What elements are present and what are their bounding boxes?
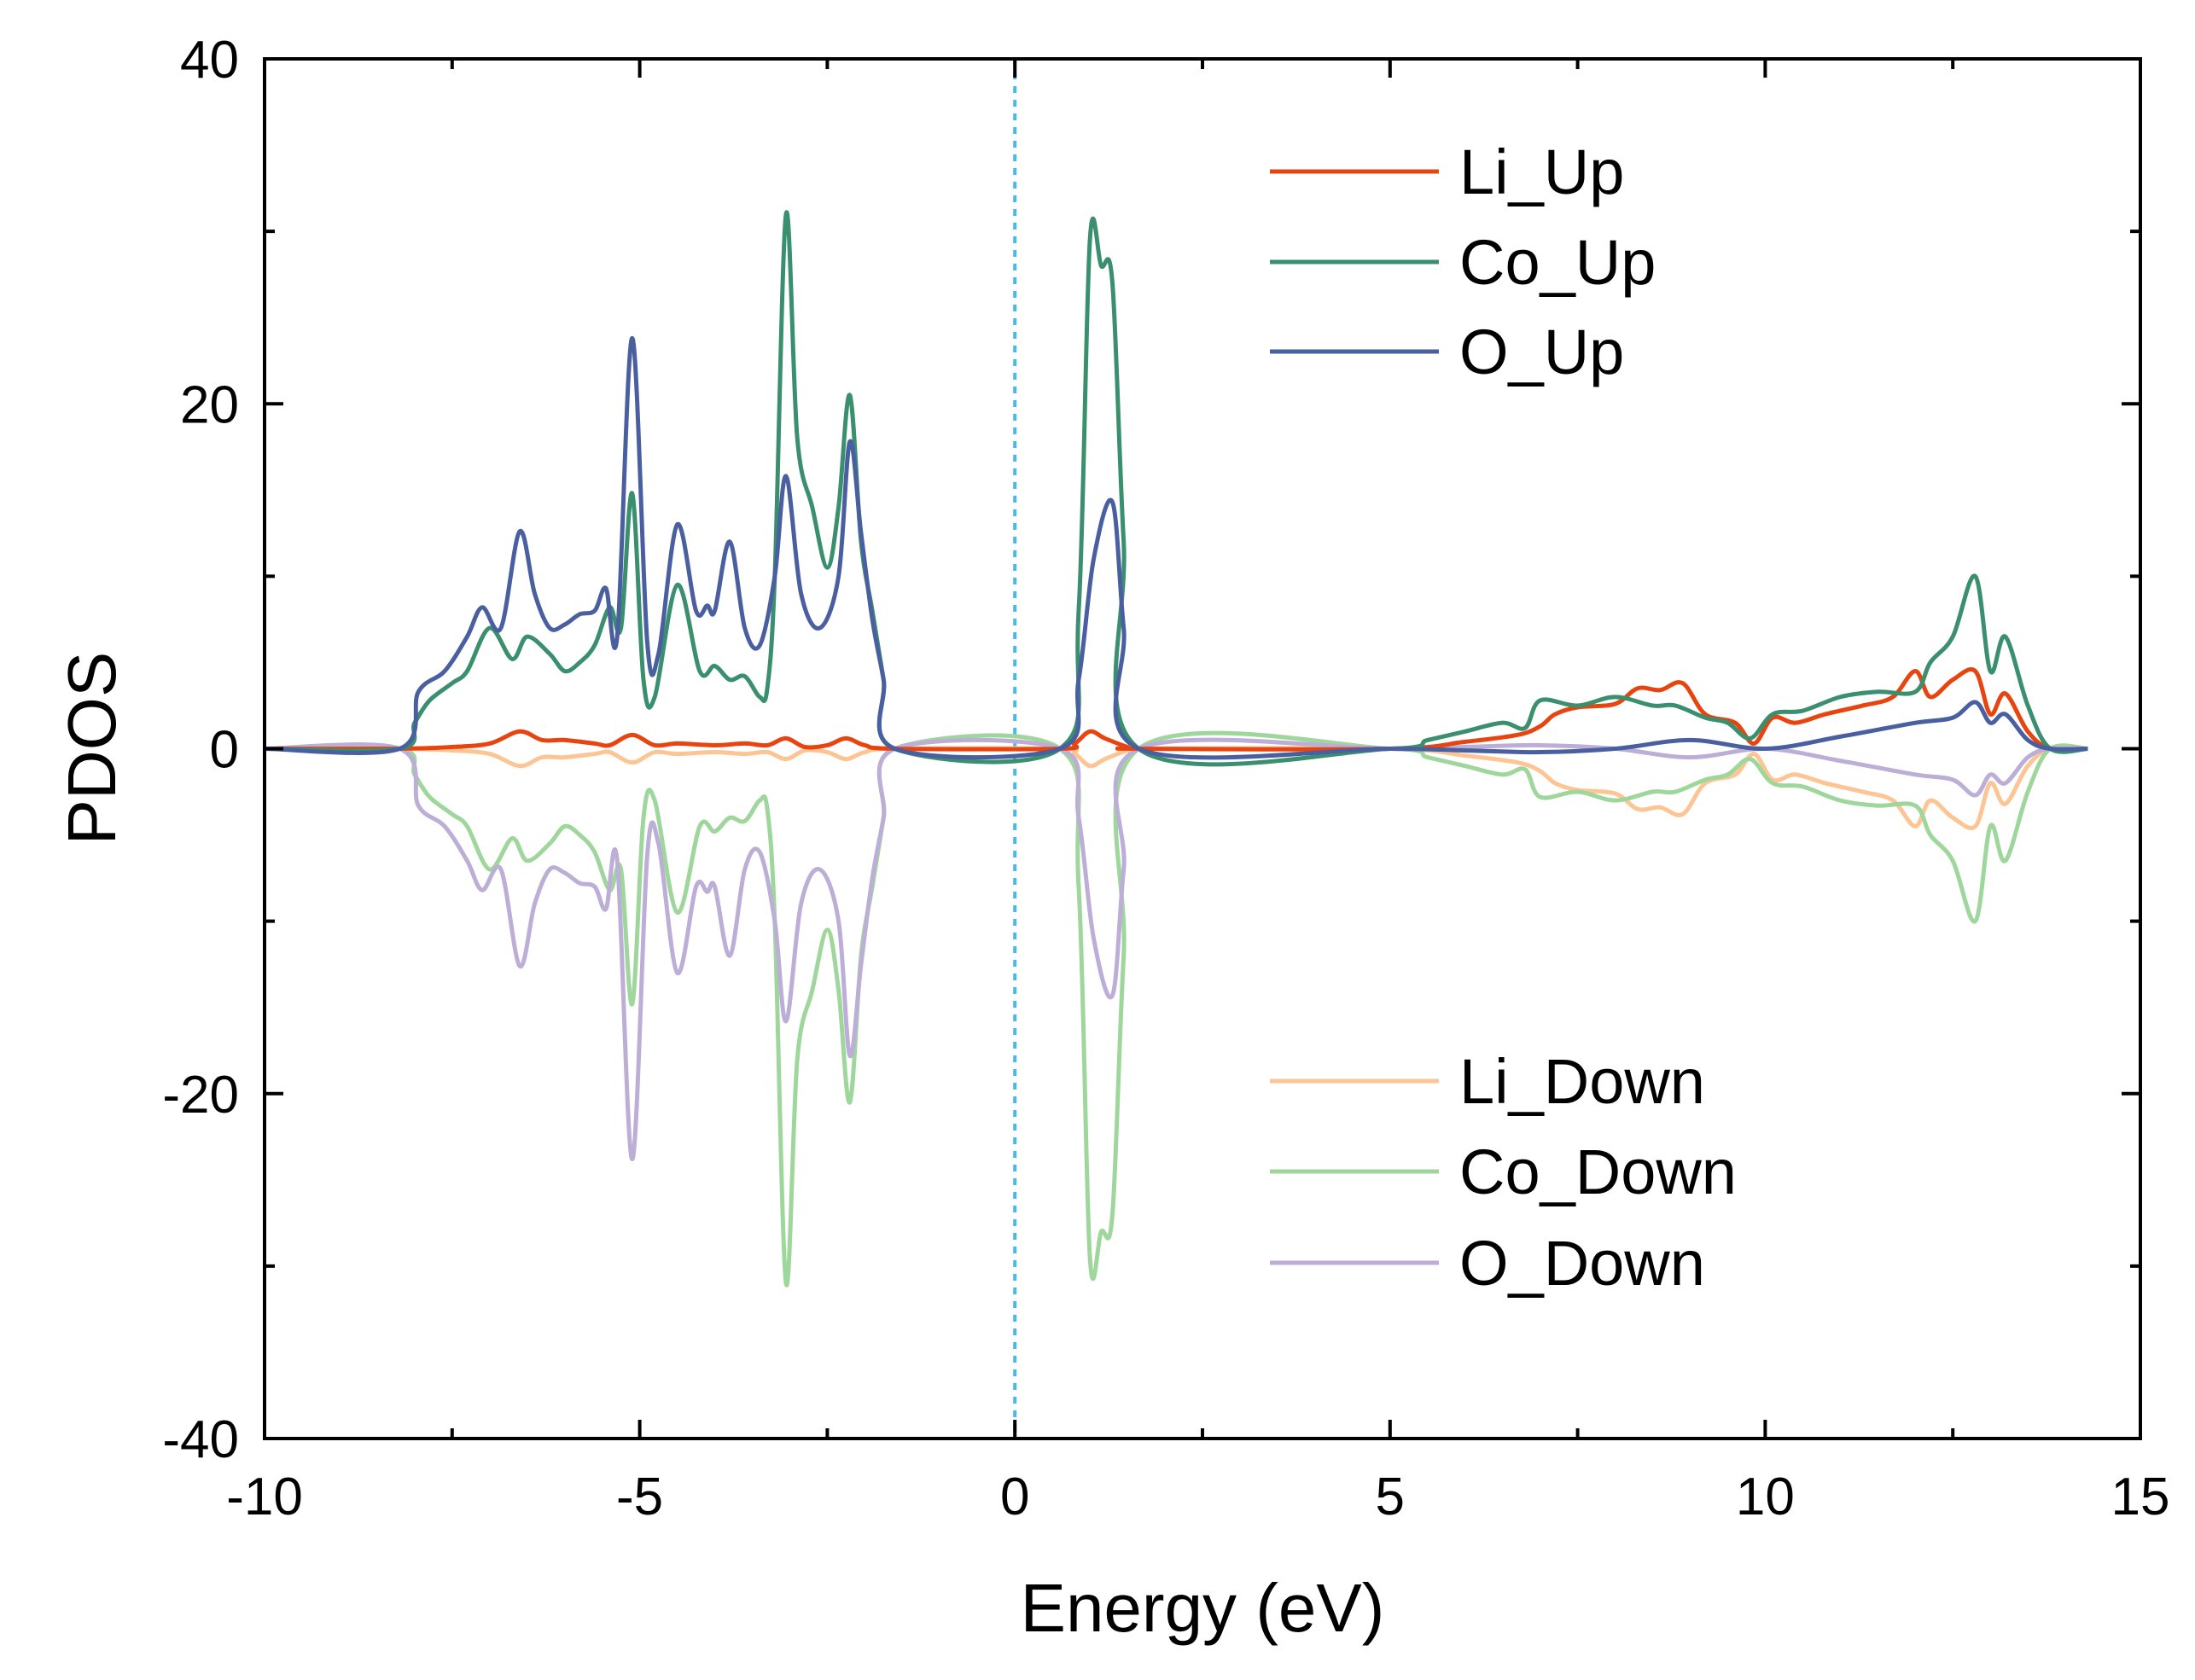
series-co-down-line — [264, 730, 2088, 1288]
legend-item-co-up: Co_Up — [1270, 227, 1656, 298]
legend-item-li-up: Li_Up — [1270, 137, 1624, 207]
legend-label: Co_Up — [1459, 227, 1656, 298]
legend-label: O_Down — [1459, 1228, 1705, 1299]
series-li-down-line — [264, 745, 2088, 830]
legend-label: Co_Down — [1459, 1136, 1737, 1207]
x-tick-label: 0 — [1000, 1468, 1029, 1526]
x-tick-label: -5 — [616, 1468, 663, 1526]
legend-item-o-down: O_Down — [1270, 1228, 1705, 1299]
x-tick-labels: -10 -5 0 5 10 15 — [226, 1468, 2169, 1526]
y-axis-label: PDOS — [54, 652, 130, 846]
y-tick-label: 0 — [210, 721, 239, 780]
series-co-up-line — [264, 210, 2088, 767]
x-tick-label: 15 — [2111, 1468, 2170, 1526]
x-tick-label: 5 — [1376, 1468, 1405, 1526]
y-tick-label: 20 — [180, 375, 239, 434]
y-tick-label: 40 — [180, 31, 239, 90]
x-axis-label: Energy (eV) — [1021, 1570, 1385, 1646]
legend-item-li-down: Li_Down — [1270, 1046, 1705, 1117]
series-o-up-line — [264, 335, 2088, 760]
legend: Li_Up Co_Up O_Up Li_Down Co_Down O_Down — [1270, 137, 1737, 1299]
y-tick-label: -40 — [162, 1410, 239, 1469]
series-curves — [264, 210, 2088, 1288]
series-o-down-line — [264, 737, 2088, 1162]
series-li-up-line — [264, 667, 2088, 753]
legend-label: Li_Up — [1459, 137, 1624, 207]
axis-ticks — [263, 57, 2142, 1440]
y-tick-labels: -40 -20 0 20 40 — [162, 31, 239, 1469]
y-tick-label: -20 — [162, 1066, 239, 1125]
legend-label: Li_Down — [1459, 1046, 1705, 1117]
legend-item-o-up: O_Up — [1270, 317, 1624, 387]
x-tick-label: 10 — [1736, 1468, 1795, 1526]
legend-item-co-down: Co_Down — [1270, 1136, 1737, 1207]
legend-label: O_Up — [1459, 317, 1624, 387]
x-tick-label: -10 — [226, 1468, 303, 1526]
